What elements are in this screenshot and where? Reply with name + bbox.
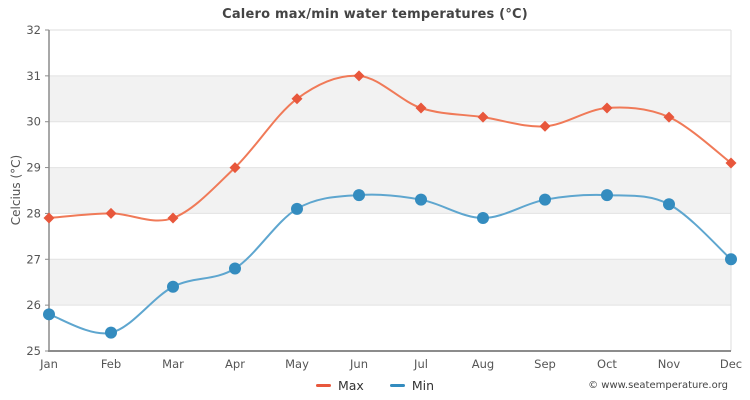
min-marker (477, 212, 489, 225)
y-tick-label: 25 (26, 344, 41, 358)
y-tick-label: 27 (26, 252, 41, 266)
y-tick-label: 29 (26, 161, 41, 175)
x-tick-label: Dec (720, 357, 742, 371)
min-marker (167, 280, 179, 293)
max-marker (477, 111, 489, 123)
min-series-swatch (389, 384, 405, 387)
min-line (48, 193, 732, 335)
legend-label-max: Max (337, 378, 364, 393)
x-tick-label: Nov (658, 357, 681, 371)
min-marker (105, 326, 117, 339)
max-marker (229, 162, 241, 174)
min-marker (415, 193, 427, 206)
x-tick-label: Sep (534, 357, 556, 371)
min-marker (353, 189, 365, 202)
y-tick-label: 31 (26, 69, 41, 83)
max-marker (43, 212, 55, 224)
max-marker (105, 207, 117, 219)
max-marker (167, 212, 179, 224)
min-marker (291, 202, 303, 215)
x-tick-label: Jun (349, 357, 368, 371)
min-marker (663, 198, 675, 211)
chart-title: Calero max/min water temperatures (°C) (222, 7, 528, 22)
legend-item-min: Min (389, 378, 435, 393)
y-tick-label: 30 (26, 115, 41, 129)
legend: Max Min (0, 378, 750, 393)
x-tick-label: Jan (39, 357, 58, 371)
max-marker (415, 102, 427, 114)
max-marker (725, 157, 737, 169)
x-tick-label: May (285, 357, 309, 371)
x-tick-label: Jul (413, 357, 428, 371)
y-tick-label: 26 (26, 298, 41, 312)
min-marker (229, 262, 241, 275)
y-tick-label: 28 (26, 206, 41, 220)
min-marker (43, 308, 55, 321)
plot-band (49, 259, 731, 306)
watermark: © www.seatemperature.org (588, 380, 728, 391)
x-tick-label: Mar (162, 357, 184, 371)
max-marker (291, 93, 303, 105)
x-tick-label: Aug (472, 357, 494, 371)
x-tick-label: Oct (597, 357, 617, 371)
y-tick-label: 32 (26, 23, 41, 37)
legend-label-min: Min (411, 378, 435, 393)
max-marker (539, 120, 551, 132)
max-marker (353, 70, 365, 82)
min-marker (601, 189, 613, 202)
max-marker (663, 111, 675, 123)
min-marker (539, 193, 551, 206)
legend-item-max: Max (315, 378, 364, 393)
max-series-swatch (315, 384, 331, 387)
plot-band (49, 75, 731, 122)
x-tick-label: Feb (101, 357, 121, 371)
x-tick-label: Apr (225, 357, 245, 371)
plot-band (49, 167, 731, 214)
max-marker (601, 102, 613, 114)
min-marker (725, 253, 737, 266)
